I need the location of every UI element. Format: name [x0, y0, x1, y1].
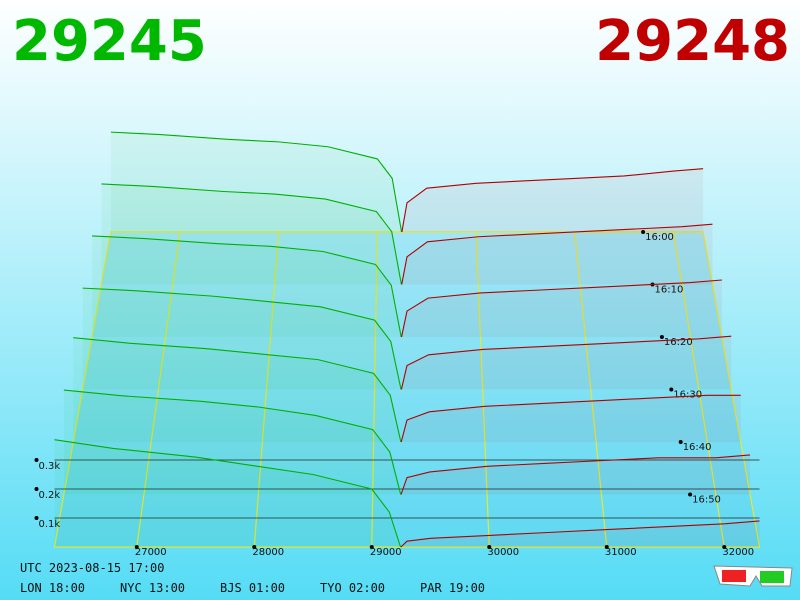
city-time: TYO 02:00	[320, 581, 385, 595]
bids-curve	[73, 337, 402, 443]
z-tick	[34, 516, 39, 520]
bids-curve	[110, 131, 403, 233]
asks-curve	[401, 223, 713, 285]
city-time: NYC 13:00	[120, 581, 185, 595]
asks-curve	[400, 520, 760, 548]
x-tick-label: 30000	[487, 547, 519, 558]
bids-area	[110, 132, 402, 232]
asks-area	[401, 280, 722, 337]
z-tick	[34, 487, 39, 491]
asks-curve	[400, 335, 732, 390]
ask-price: 29248	[595, 9, 790, 74]
city-times: LON 18:00 NYC 13:00 BJS 01:00 TYO 02:00 PAR …	[20, 581, 485, 595]
city-time: PAR 19:00	[420, 581, 485, 595]
x-tick	[134, 545, 139, 549]
asks-curve	[400, 454, 751, 495]
x-tick	[722, 545, 727, 549]
bids-area	[92, 235, 402, 337]
t-tick	[688, 492, 693, 497]
t-tick-label: 16:30	[673, 390, 702, 401]
bids-area	[82, 288, 402, 390]
asks-curve	[401, 168, 704, 233]
z-tick-label: 0.1k	[39, 519, 61, 530]
t-tick-label: 16:40	[683, 442, 712, 453]
t-tick-label: 16:10	[655, 285, 684, 296]
t-tick	[678, 440, 683, 444]
3d-glasses-icon	[713, 565, 793, 587]
t-tick-label: 16:20	[664, 337, 693, 348]
asks-curve	[400, 394, 741, 443]
x-grid-line	[253, 231, 280, 548]
asks-area	[400, 520, 760, 547]
x-tick	[487, 545, 492, 549]
x-tick-label: 28000	[252, 547, 284, 558]
asks-curve	[401, 279, 722, 338]
x-tick	[252, 545, 257, 549]
t-tick	[641, 230, 646, 234]
t-tick	[669, 387, 674, 392]
t-tick-label: 16:50	[692, 495, 721, 506]
bids-curve	[63, 389, 402, 495]
bids-curve	[82, 287, 402, 390]
x-tick-label: 32000	[722, 547, 754, 558]
plot: 27000 28000 29000 30000 31000 32000 0.1k 0.2k 0.…	[34, 131, 761, 558]
x-grid-line	[136, 231, 181, 548]
t-tick-label: 16:00	[645, 232, 674, 243]
bid-price: 29245	[12, 9, 207, 74]
asks-area	[401, 454, 751, 495]
bids-area	[54, 439, 401, 547]
x-grid-line	[475, 231, 490, 548]
z-tick-label: 0.3k	[39, 461, 61, 472]
bids-curve	[54, 439, 402, 548]
z-tick-label: 0.2k	[39, 490, 61, 501]
asks-area	[401, 168, 704, 232]
x-tick-label: 27000	[135, 547, 167, 558]
x-grid-line	[574, 231, 608, 548]
x-tick-label: 31000	[605, 547, 637, 558]
x-tick	[369, 545, 374, 549]
utc-time: UTC 2023-08-15 17:00	[20, 561, 165, 575]
x-grid-line	[371, 231, 378, 548]
bids-curve	[101, 183, 402, 285]
x-tick	[604, 545, 609, 549]
x-grid-line	[672, 231, 725, 548]
x-tick-label: 29000	[370, 547, 402, 558]
z-tick	[34, 458, 39, 462]
city-time: LON 18:00	[20, 581, 85, 595]
asks-area	[401, 395, 741, 442]
bids-curve	[92, 235, 402, 338]
asks-area	[401, 224, 713, 285]
t-tick	[659, 335, 664, 339]
city-time: BJS 01:00	[220, 581, 285, 595]
bids-area	[101, 183, 402, 285]
